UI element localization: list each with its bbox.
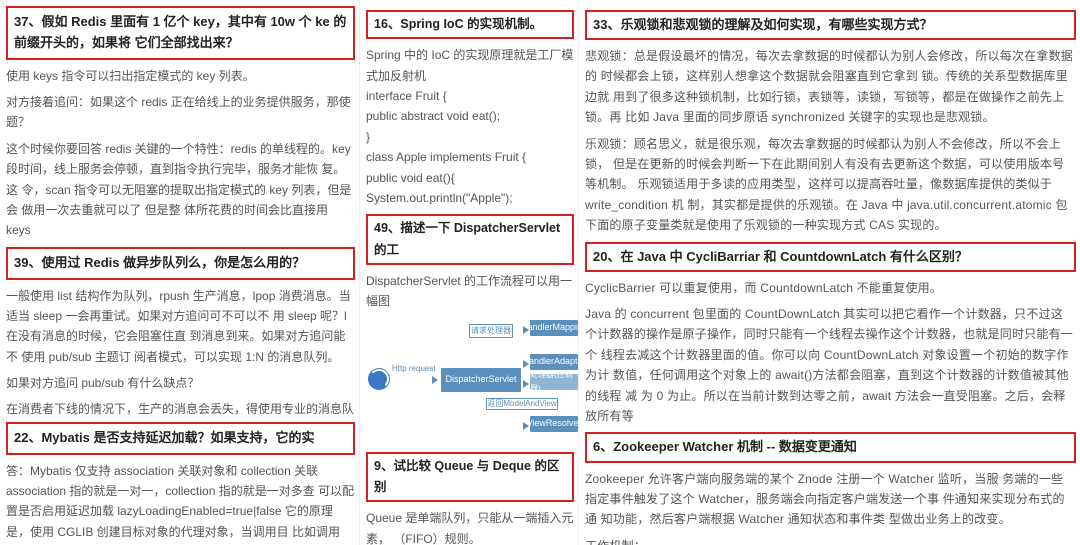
diagram-node: DispatcherServlet (441, 368, 521, 392)
question-22: 22、Mybatis 是否支持延迟加载？如果支持，它的实 (6, 422, 355, 455)
question-37: 37、假如 Redis 里面有 1 亿个 key，其中有 10w 个 ke 的前… (6, 6, 355, 60)
question-6: 6、Zookeeper Watcher 机制 -- 数据变更通知 (585, 432, 1076, 462)
dispatcher-servlet-diagram: Http request DispatcherServlet 请求处理器 Han… (366, 318, 574, 448)
arrow-icon (523, 422, 529, 430)
arrow-icon (523, 326, 529, 334)
column-3: 33、乐观锁和悲观锁的理解及如何实现，有哪些实现方式？ 悲观锁：总是假设最坏的情… (578, 0, 1080, 545)
paragraph: 一般使用 list 结构作为队列，rpush 生产消息，lpop 消费消息。当 … (6, 286, 355, 368)
column-2: 16、Spring IoC 的实现机制。 Spring 中的 IoC 的实现原理… (360, 0, 578, 545)
arrow-icon (523, 380, 529, 388)
paragraph: 工作机制： (585, 536, 1076, 545)
paragraph: Java 的 concurrent 包里面的 CountDownLatch 其实… (585, 304, 1076, 426)
question-49: 49、描述一下 DispatcherServlet 的工 (366, 214, 574, 265)
paragraph: 答：Mybatis 仅支持 association 关联对象和 collecti… (6, 461, 355, 545)
paragraph: 乐观锁：顾名思义，就是很乐观，每次去拿数据的时候都认为别人不会修改，所以不会上锁… (585, 134, 1076, 236)
page-columns: 37、假如 Redis 里面有 1 亿个 key，其中有 10w 个 ke 的前… (0, 0, 1080, 545)
diagram-node: 处理器(控制器) (530, 374, 578, 390)
diagram-label: Http request (392, 362, 436, 376)
paragraph: 这个时候你要回答 redis 关键的一个特性：redis 的单线程的。key 段… (6, 139, 355, 241)
diagram-node: 请求处理器 (469, 324, 513, 338)
paragraph: 使用 keys 指令可以扫出指定模式的 key 列表。 (6, 66, 355, 86)
question-16: 16、Spring IoC 的实现机制。 (366, 10, 574, 39)
question-20: 20、在 Java 中 CycliBarriar 和 CountdownLatc… (585, 242, 1076, 272)
question-9: 9、试比较 Queue 与 Deque 的区别 (366, 452, 574, 503)
paragraph: 如果对方追问 pub/sub 有什么缺点？ (6, 373, 355, 393)
browser-icon (368, 368, 390, 396)
question-39: 39、使用过 Redis 做异步队列么，你是怎么用的？ (6, 247, 355, 280)
paragraph: 悲观锁：总是假设最坏的情况，每次去拿数据的时候都认为别人会修改，所以每次在拿数据… (585, 46, 1076, 128)
column-1: 37、假如 Redis 里面有 1 亿个 key，其中有 10w 个 ke 的前… (0, 0, 360, 545)
diagram-node: HandlerMapping (530, 320, 578, 336)
arrow-icon (523, 360, 529, 368)
paragraph: 对方接着追问：如果这个 redis 正在给线上的业务提供服务，那使 题？ (6, 92, 355, 133)
paragraph: CyclicBarrier 可以重复使用，而 CountdownLatch 不能… (585, 278, 1076, 298)
diagram-node: ViewResolver (530, 416, 578, 432)
arrow-icon (432, 376, 438, 384)
paragraph: 在消费者下线的情况下，生产的消息会丢失，得使用专业的消息队 (6, 399, 355, 419)
question-33: 33、乐观锁和悲观锁的理解及如何实现，有哪些实现方式？ (585, 10, 1076, 40)
paragraph: DispatcherServlet 的工作流程可以用一幅图 (366, 271, 574, 312)
paragraph: Queue 是单端队列，只能从一端插入元素， （FIFO）规则。 (366, 508, 574, 545)
paragraph: Zookeeper 允许客户端向服务端的某个 Znode 注册一个 Watche… (585, 469, 1076, 530)
diagram-node: 返回ModelAndView (486, 398, 558, 410)
code-snippet: Spring 中的 IoC 的实现原理就是工厂模式加反射机 interface … (366, 45, 574, 208)
